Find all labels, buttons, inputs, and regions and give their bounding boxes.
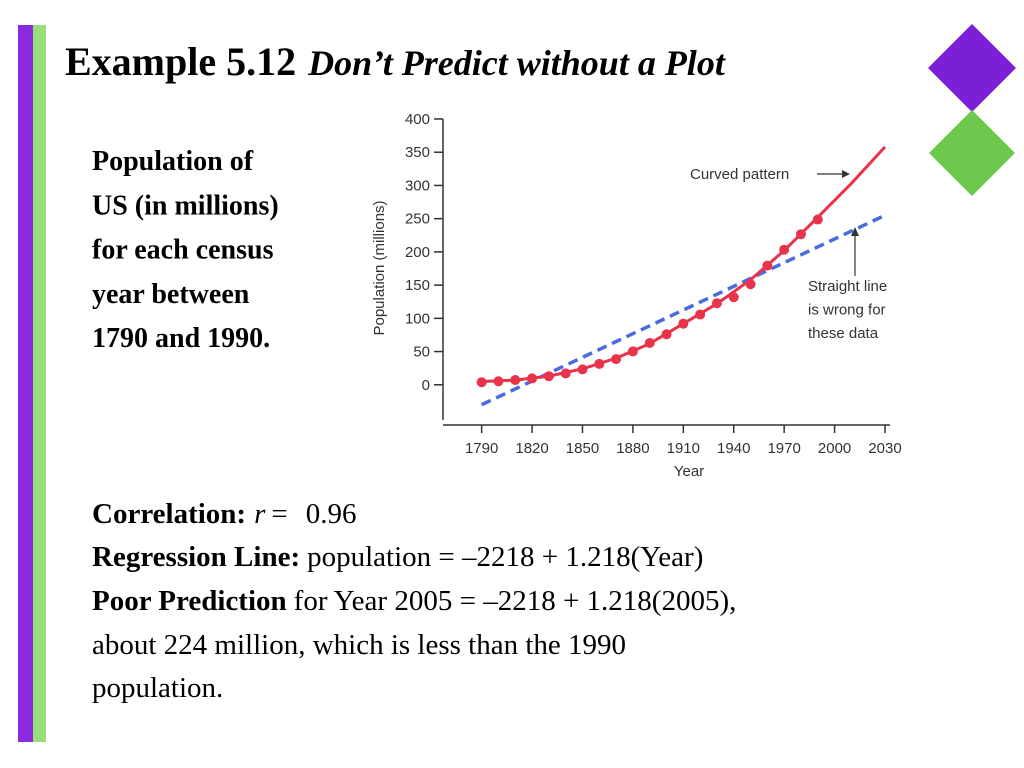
point xyxy=(812,214,823,225)
point xyxy=(594,358,605,369)
label: Correlation: xyxy=(92,498,246,530)
x-tick-label: 1910 xyxy=(667,440,700,457)
point xyxy=(560,368,571,379)
annotation: Curved pattern xyxy=(690,166,789,183)
y-tick-label: 250 xyxy=(405,211,430,228)
value: 0.96 xyxy=(306,498,357,530)
trend-line xyxy=(480,213,886,407)
y-tick-label: 50 xyxy=(413,344,430,361)
x-tick-label: 1940 xyxy=(717,440,750,457)
annotation: Straight line xyxy=(808,278,887,295)
point xyxy=(711,298,722,309)
purple-diamond xyxy=(928,24,1016,112)
x-tick-label: 1820 xyxy=(515,440,548,457)
point xyxy=(779,244,790,255)
y-tick-label: 0 xyxy=(422,377,430,394)
point xyxy=(611,354,622,365)
description-line: 1790 and 1990. xyxy=(92,323,270,354)
arrow-head xyxy=(842,170,850,178)
point xyxy=(695,309,706,320)
point xyxy=(745,279,756,290)
arrow-head xyxy=(851,227,859,236)
green-diamond xyxy=(929,110,1015,196)
title-sub: Don’t Predict without a Plot xyxy=(307,43,726,83)
point xyxy=(493,376,504,387)
y-tick-label: 300 xyxy=(405,177,430,194)
point xyxy=(661,329,672,340)
chart: 0 50 100 150 200 250 300 350 400 1790 1820 1850 1880… xyxy=(371,111,902,480)
purple-bar xyxy=(18,25,33,742)
y-tick-label: 200 xyxy=(405,244,430,261)
point xyxy=(510,374,521,385)
prediction-line: about 224 million, which is less than th… xyxy=(92,629,626,661)
y-tick-label: 100 xyxy=(405,310,430,327)
y-tick-label: 350 xyxy=(405,144,430,161)
point xyxy=(728,292,739,303)
point xyxy=(795,229,806,240)
description-line: year between xyxy=(92,279,250,310)
point xyxy=(644,337,655,348)
point xyxy=(678,318,689,329)
annotation: is wrong for xyxy=(808,302,886,319)
x-tick-label: 1880 xyxy=(616,440,649,457)
description-line: Population of xyxy=(92,146,254,177)
y-tick-label: 400 xyxy=(405,111,430,128)
title-main: Example 5.12 xyxy=(65,39,296,84)
annotation: these data xyxy=(808,325,879,342)
point xyxy=(543,371,554,382)
prediction-line: population. xyxy=(92,672,223,704)
text: population = –2218 + 1.218(Year) xyxy=(307,541,703,573)
equals: = xyxy=(271,498,287,530)
title: Example 5.12 Don’t Predict without a Plot xyxy=(65,39,726,84)
x-axis-label: Year xyxy=(674,463,704,480)
description-line: for each census xyxy=(92,235,274,266)
point xyxy=(527,373,538,384)
x-tick-label: 1970 xyxy=(767,440,800,457)
correlation: Correlation: r = 0.96 xyxy=(92,498,357,530)
y-axis-label: Population (millions) xyxy=(371,200,388,335)
text: for Year 2005 = –2218 + 1.218(2005), xyxy=(294,585,737,617)
green-bar xyxy=(33,25,46,742)
description-line: US (in millions) xyxy=(92,190,279,221)
description: Population of US (in millions) for each ce… xyxy=(92,146,279,354)
y-tick-label: 150 xyxy=(405,277,430,294)
point xyxy=(627,346,638,357)
x-tick-label: 1850 xyxy=(566,440,599,457)
point xyxy=(577,364,588,375)
x-tick-label: 1790 xyxy=(465,440,498,457)
regression: Regression Line: population = –2218 + 1.2… xyxy=(92,541,703,573)
label: Regression Line: xyxy=(92,541,300,573)
label: Poor Prediction xyxy=(92,585,287,617)
x-tick-label: 2000 xyxy=(818,440,851,457)
point xyxy=(476,377,487,388)
symbol: r xyxy=(254,498,266,530)
x-tick-label: 2030 xyxy=(868,440,901,457)
prediction: Poor Prediction for Year 2005 = –2218 + 1… xyxy=(92,585,736,617)
point xyxy=(762,260,773,271)
